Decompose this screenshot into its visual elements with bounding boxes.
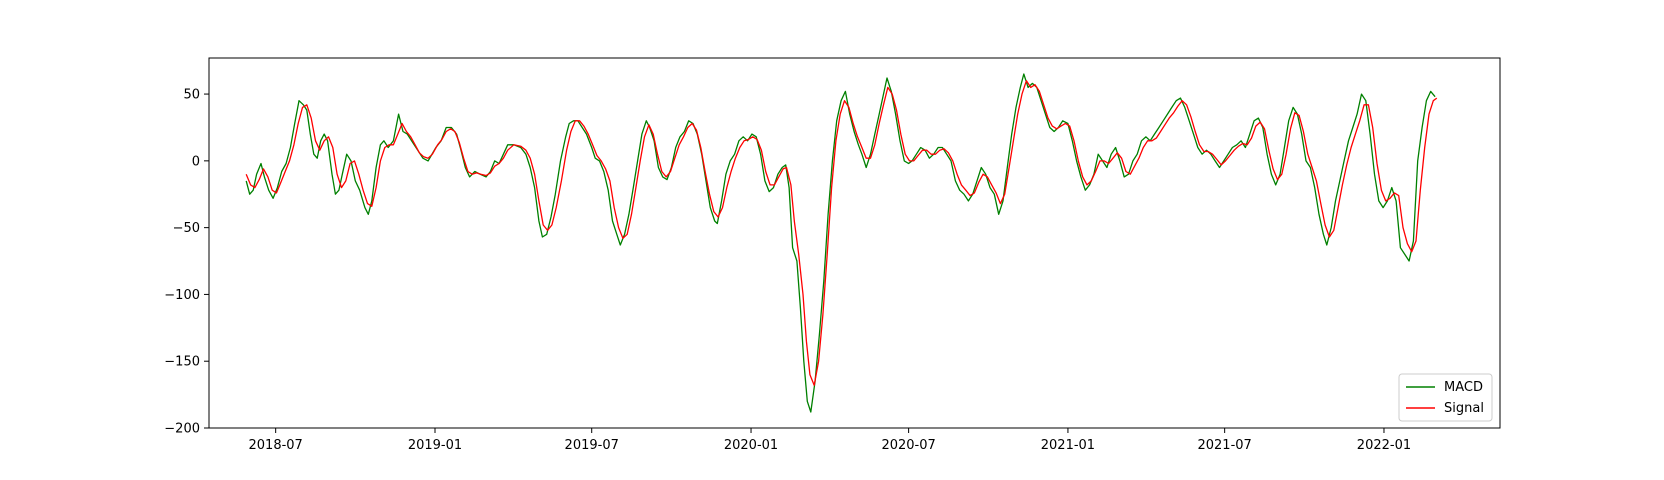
y-tick-label: −50 (173, 221, 200, 236)
y-axis: 50 0 −50 −100 −150 −200 (164, 88, 209, 437)
plot-frame (208, 57, 1501, 429)
x-tick-label: 2021-01 (1041, 438, 1095, 453)
legend: MACD Signal (1398, 373, 1493, 422)
x-tick-label: 2020-01 (724, 438, 778, 453)
x-tick-label: 2020-07 (881, 438, 935, 453)
y-tick-label: 50 (183, 88, 200, 103)
series-line-signal (245, 80, 1438, 386)
legend-label-macd: MACD (1444, 380, 1483, 395)
series-layer (245, 73, 1438, 413)
legend-label-signal: Signal (1444, 401, 1484, 416)
x-tick-label: 2018-07 (249, 438, 303, 453)
x-axis: 2018-07 2019-01 2019-07 2020-01 2020-07 2021-… (249, 428, 1411, 453)
y-tick-label: −200 (164, 422, 200, 437)
y-tick-label: −150 (164, 355, 200, 370)
x-tick-label: 2021-07 (1197, 438, 1251, 453)
legend-box (1398, 373, 1493, 422)
x-tick-label: 2022-01 (1357, 438, 1411, 453)
x-tick-label: 2019-01 (408, 438, 462, 453)
x-tick-label: 2019-07 (565, 438, 619, 453)
y-tick-label: 0 (192, 154, 200, 169)
y-tick-label: −100 (164, 288, 200, 303)
